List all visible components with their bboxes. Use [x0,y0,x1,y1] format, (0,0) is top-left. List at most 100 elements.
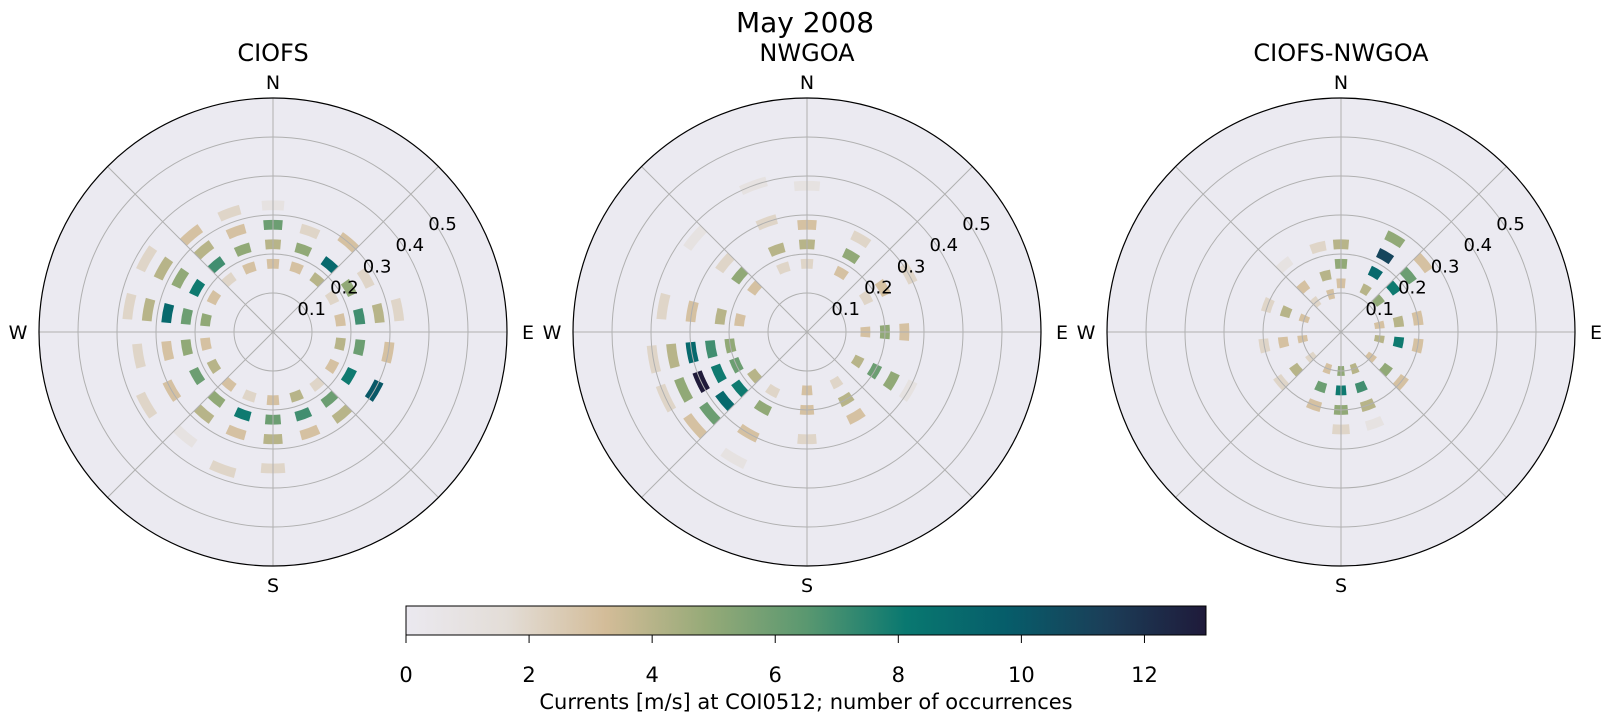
radial-tick-label: 0.4 [930,235,959,256]
polar-frame [572,97,1042,567]
histogram-cell [731,379,749,398]
histogram-cell [193,404,215,424]
histogram-cell [850,230,872,249]
angular-gridline [1340,331,1507,498]
histogram-cell [221,272,237,288]
histogram-cell [715,252,735,274]
angular-gridline [107,166,274,333]
colorbar-tick-label: 12 [1131,663,1158,687]
histogram-cell [699,401,721,426]
histogram-cell [674,377,694,403]
histogram-cell [1354,380,1368,394]
histogram-cell [1376,248,1395,265]
histogram-cell [309,272,325,288]
colorbar-tick-label: 0 [399,663,412,687]
histogram-cell [656,292,671,320]
histogram-cell [1279,305,1293,319]
histogram-cell [1367,265,1383,281]
histogram-cell [180,308,193,325]
polar-frame [1106,97,1576,567]
angular-gridline [1175,331,1342,498]
radial-tick-label: 0.4 [396,235,425,256]
histogram-cell [173,425,198,448]
histogram-cell [193,240,215,260]
histogram-cell [882,371,900,391]
histogram-cell [161,340,175,362]
histogram-cell [324,290,340,306]
direction-label-W: W [1077,322,1096,344]
histogram-cell [1413,252,1433,274]
panel-title: CIOFS [237,39,308,67]
panel-nwgoa: NWGOA 0.10.20.30.40.5 N E S W [543,39,1068,597]
colorbar-ticks: 0 2 4 6 8 10 12 [399,635,1158,687]
colorbar-tick-label: 4 [645,663,658,687]
histogram-cell [200,337,212,351]
histogram-cell [666,343,680,369]
colorbar-label: Currents [m/s] at COI0512; number of occ… [539,690,1072,714]
panel-ciofs: CIOFS 0.10.20.30.40.5 N E S W [9,39,534,597]
histogram-cell [206,358,222,374]
histogram-cell [340,278,357,297]
histogram-cell [233,242,252,257]
histogram-cell [331,404,353,424]
histogram-cell [180,339,193,356]
radial-tick-label: 0.4 [1464,235,1493,256]
histogram-cell [720,447,748,469]
direction-label-E: E [1590,322,1602,344]
direction-label-S: S [267,575,279,597]
histogram-cell [683,413,708,439]
histogram-cell [734,313,746,327]
angular-gridline [806,331,973,498]
angular-gridline [272,166,439,333]
histogram-cell [294,242,313,257]
colorbar-tick-label: 10 [1008,663,1035,687]
histogram-cell [1384,230,1406,249]
histogram-cell [309,376,325,392]
histogram-cell [753,399,772,416]
histogram-cell [136,391,158,419]
direction-label-S: S [801,575,813,597]
histogram-cell [200,313,212,327]
histogram-cell [242,389,257,403]
histogram-cell [179,224,204,246]
direction-label-S: S [1335,575,1347,597]
colorbar-tick-label: 6 [769,663,782,687]
histogram-cell [683,225,708,251]
histogram-cell [747,368,763,384]
histogram-cell [850,354,865,369]
direction-label-W: W [543,322,562,344]
colorbar: 0 2 4 6 8 10 12 Currents [m/s] at COI0512; num… [399,605,1207,714]
histogram-cell [294,407,313,422]
histogram-cell [299,424,321,441]
colorbar-tick-label: 8 [892,663,905,687]
histogram-cell [765,383,781,399]
angular-gridline [1340,166,1507,333]
histogram-cell [858,290,874,306]
histogram-cell [1385,280,1401,296]
direction-label-E: E [522,322,534,344]
histogram-cell [299,223,321,240]
histogram-cell [242,261,257,275]
angular-gridline [806,166,973,333]
histogram-cell [141,297,156,322]
histogram-cell [206,290,222,306]
histogram-cell [710,363,727,384]
histogram-cell [1392,315,1405,328]
histogram-cell [324,358,340,374]
radial-tick-label: 0.2 [864,278,893,299]
histogram-cell [334,337,346,351]
radial-tick-label: 0.5 [962,214,991,235]
histogram-cell [1277,336,1290,349]
histogram-cell [209,460,237,478]
histogram-cell [846,407,866,425]
direction-label-E: E [1056,322,1068,344]
histogram-cell [289,261,304,275]
histogram-cell [1392,336,1405,349]
radial-tick-label: 0.1 [1365,299,1394,320]
histogram-cell [122,292,137,320]
histogram-cell [1309,240,1327,255]
histogram-cell [842,248,861,265]
histogram-cell [132,343,146,369]
histogram-cell [353,339,366,356]
histogram-cell [390,297,405,322]
